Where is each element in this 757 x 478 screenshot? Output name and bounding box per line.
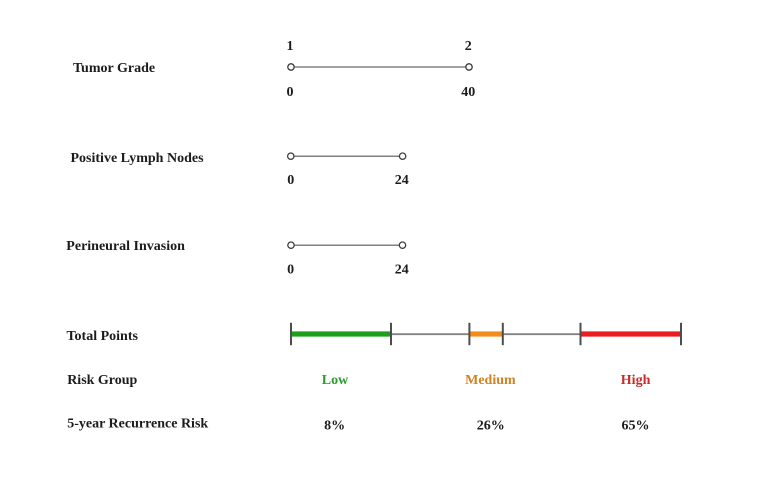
svg-text:Positive Lymph Nodes: Positive Lymph Nodes <box>71 151 205 166</box>
svg-text:26%: 26% <box>477 418 505 433</box>
svg-text:Tumor Grade: Tumor Grade <box>73 61 155 76</box>
svg-text:Total Points: Total Points <box>67 329 139 344</box>
svg-text:40: 40 <box>461 85 475 100</box>
svg-text:5-year Recurrence Risk: 5-year Recurrence Risk <box>67 417 208 432</box>
svg-text:High: High <box>621 373 651 388</box>
svg-text:65%: 65% <box>622 418 650 433</box>
svg-text:1: 1 <box>287 39 294 54</box>
svg-text:8%: 8% <box>324 418 345 433</box>
svg-text:0: 0 <box>287 85 294 100</box>
svg-text:0: 0 <box>287 262 294 277</box>
svg-text:24: 24 <box>395 173 409 188</box>
svg-text:0: 0 <box>287 173 294 188</box>
svg-text:Medium: Medium <box>465 373 516 388</box>
svg-text:Low: Low <box>322 373 349 388</box>
svg-text:24: 24 <box>395 262 409 277</box>
svg-text:2: 2 <box>465 39 472 54</box>
svg-text:Perineural Invasion: Perineural Invasion <box>66 239 185 254</box>
svg-text:Risk Group: Risk Group <box>67 373 137 388</box>
